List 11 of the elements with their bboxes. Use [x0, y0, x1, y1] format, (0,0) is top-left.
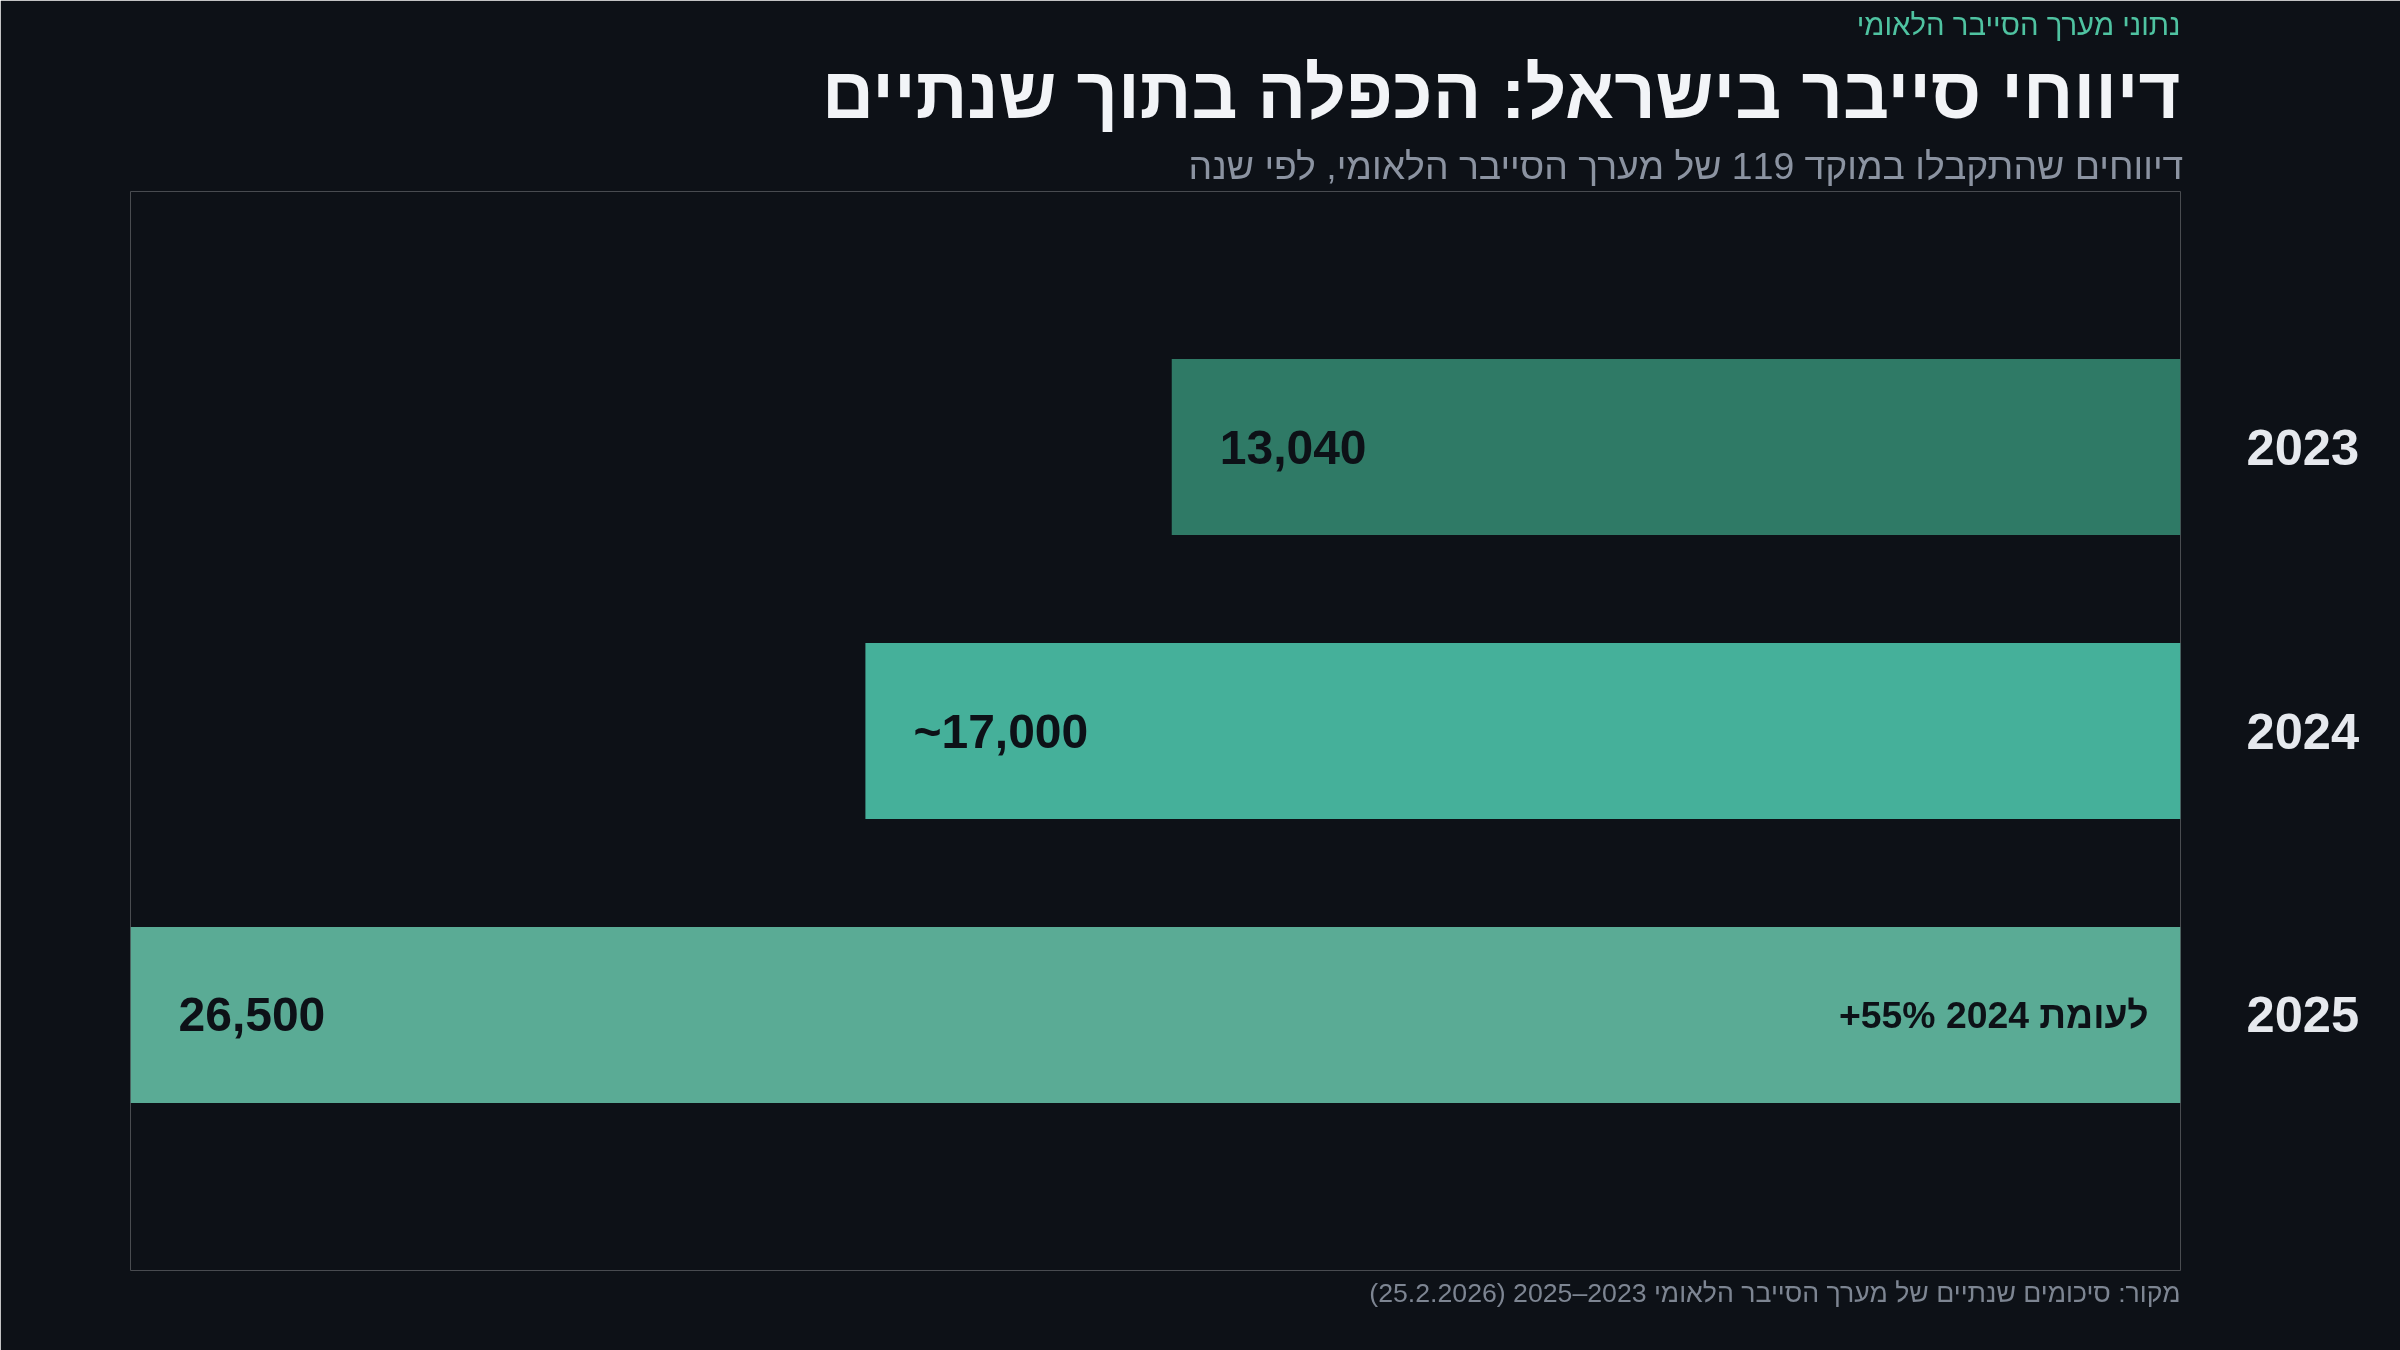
text: נתוני מערך הסייבר הלאומי	[1856, 7, 2181, 41]
y-tick-label: 2025	[2246, 986, 2360, 1044]
chart-subtitle: דיווחים שהתקבלו במוקד 119 של מערך הסייבר הלאומי, לפי שנה	[1188, 144, 2184, 187]
y-tick-label: 2024	[2246, 702, 2360, 760]
data-label: ~17,000	[913, 704, 1089, 758]
text: מקור: סיכומים שנתיים של מערך הסייבר הלאומי 2023–2025 (25.2.2026)	[1369, 1277, 2181, 1308]
data-label: 26,500	[178, 988, 326, 1042]
chart-title: דיווחי סייבר בישראל: הכפלה בתוך שנתיים	[821, 52, 2181, 133]
y-tick-label: 2023	[2246, 418, 2360, 476]
annotation: +55% לעומת 2024	[1838, 993, 2149, 1036]
data-label: 13,040	[1219, 420, 1367, 474]
